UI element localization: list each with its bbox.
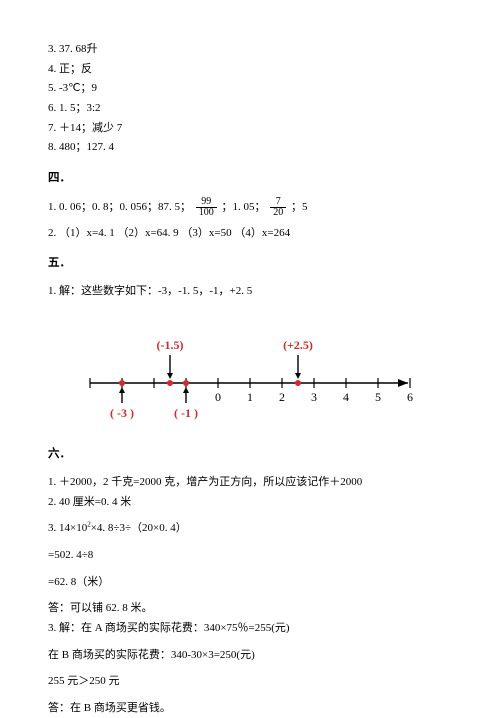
number-line-diagram: 0 1 2 3 4 5 6 ( -3 ) (-1.5) ( -1 ) (+2.5) <box>78 315 452 432</box>
answer-8: 8. 480；127. 4 <box>48 138 452 157</box>
sec6-l6: 答：可以铺 62. 8 米。 <box>48 599 452 618</box>
section-6-header: 六． <box>48 445 452 465</box>
svg-text:( -1 ): ( -1 ) <box>174 406 198 420</box>
svg-text:(+2.5): (+2.5) <box>283 338 313 352</box>
svg-text:0: 0 <box>215 390 221 404</box>
sec4-line1-c: ；5 <box>291 201 308 213</box>
svg-text:( -3 ): ( -3 ) <box>110 406 134 420</box>
sec5-line1: 1. 解：这些数字如下：-3，-1. 5，-1，+2. 5 <box>48 282 452 301</box>
sec6-l4: =502. 4÷8 <box>48 546 452 565</box>
answer-6: 6. 1. 5；3:2 <box>48 99 452 118</box>
sec6-l3b: ×4. 8÷3÷（20×0. 4） <box>91 522 187 534</box>
answer-4: 4. 正；反 <box>48 60 452 79</box>
svg-text:5: 5 <box>375 390 381 404</box>
svg-text:(-1.5): (-1.5) <box>157 338 184 352</box>
section-5-header: 五． <box>48 254 452 274</box>
answer-5: 5. -3℃；9 <box>48 79 452 98</box>
frac-den: 100 <box>196 208 217 218</box>
sec4-line1: 1. 0. 06；0. 8；0. 056；87. 5； 99 100 ；1. 0… <box>48 197 452 218</box>
sec4-line1-b: ；1. 05； <box>222 201 266 213</box>
fraction-99-100: 99 100 <box>196 197 217 218</box>
svg-text:1: 1 <box>247 390 253 404</box>
answer-3: 3. 37. 68升 <box>48 40 452 59</box>
svg-text:4: 4 <box>343 390 349 404</box>
sec6-l2: 2. 40 厘米=0. 4 米 <box>48 493 452 512</box>
sec6-l1: 1. ＋2000，2 千克=2000 克，增产为正方向，所以应该记作＋2000 <box>48 473 452 492</box>
frac-den: 20 <box>270 208 286 218</box>
fraction-7-20: 7 20 <box>270 197 286 218</box>
svg-text:2: 2 <box>279 390 285 404</box>
sec6-l9: 255 元＞250 元 <box>48 672 452 691</box>
sec4-line2: 2. （1）x=4. 1 （2）x=64. 9 （3）x=50 （4）x=264 <box>48 224 452 243</box>
sec6-l8: 在 B 商场买的实际花费：340-30×3=250(元) <box>48 646 452 665</box>
svg-text:3: 3 <box>311 390 317 404</box>
svg-text:6: 6 <box>407 390 413 404</box>
sec6-l7: 3. 解：在 A 商场买的实际花费：340×75％=255(元) <box>48 619 452 638</box>
sec4-line1-a: 1. 0. 06；0. 8；0. 056；87. 5； <box>48 201 191 213</box>
sec6-l3a: 3. 14×10 <box>48 522 87 534</box>
sec6-l5: =62. 8（米） <box>48 573 452 592</box>
sec6-l3: 3. 14×102×4. 8÷3÷（20×0. 4） <box>48 519 452 538</box>
section-4-header: 四． <box>48 169 452 189</box>
answer-7: 7. ＋14；减少 7 <box>48 119 452 138</box>
sec6-l10: 答：在 B 商场买更省钱。 <box>48 699 452 718</box>
